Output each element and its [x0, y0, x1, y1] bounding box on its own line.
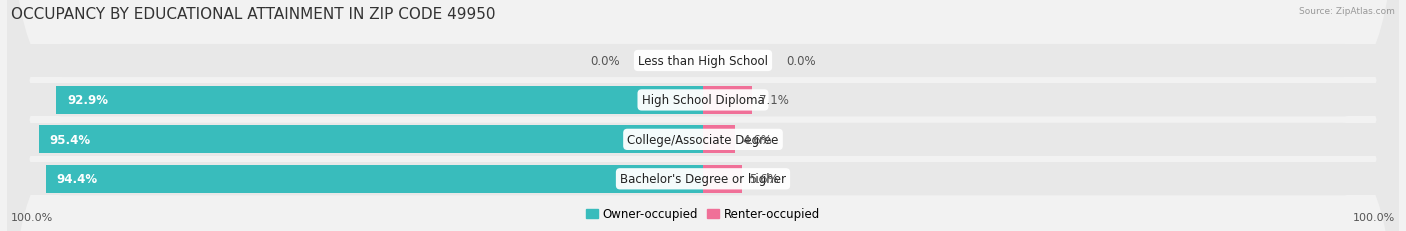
Text: 5.6%: 5.6%: [749, 173, 779, 185]
FancyBboxPatch shape: [7, 0, 1399, 231]
Text: 92.9%: 92.9%: [67, 94, 108, 107]
Bar: [46, 165, 703, 193]
Text: 100.0%: 100.0%: [11, 212, 53, 222]
Text: 94.4%: 94.4%: [56, 173, 97, 185]
Text: 100.0%: 100.0%: [1353, 212, 1395, 222]
Text: High School Diploma: High School Diploma: [641, 94, 765, 107]
Text: Bachelor's Degree or higher: Bachelor's Degree or higher: [620, 173, 786, 185]
Text: 0.0%: 0.0%: [786, 55, 815, 68]
Bar: [39, 126, 703, 154]
Bar: [56, 86, 703, 115]
Text: OCCUPANCY BY EDUCATIONAL ATTAINMENT IN ZIP CODE 49950: OCCUPANCY BY EDUCATIONAL ATTAINMENT IN Z…: [11, 7, 496, 22]
Bar: [703, 86, 752, 115]
FancyBboxPatch shape: [7, 0, 1399, 231]
Text: Source: ZipAtlas.com: Source: ZipAtlas.com: [1299, 7, 1395, 16]
FancyBboxPatch shape: [7, 0, 1399, 231]
Text: 4.6%: 4.6%: [742, 133, 772, 146]
Text: Less than High School: Less than High School: [638, 55, 768, 68]
Text: College/Associate Degree: College/Associate Degree: [627, 133, 779, 146]
Legend: Owner-occupied, Renter-occupied: Owner-occupied, Renter-occupied: [581, 203, 825, 225]
Text: 7.1%: 7.1%: [759, 94, 789, 107]
Text: 95.4%: 95.4%: [49, 133, 90, 146]
Bar: [703, 126, 735, 154]
FancyBboxPatch shape: [7, 0, 1399, 231]
Bar: [703, 165, 742, 193]
Text: 0.0%: 0.0%: [591, 55, 620, 68]
